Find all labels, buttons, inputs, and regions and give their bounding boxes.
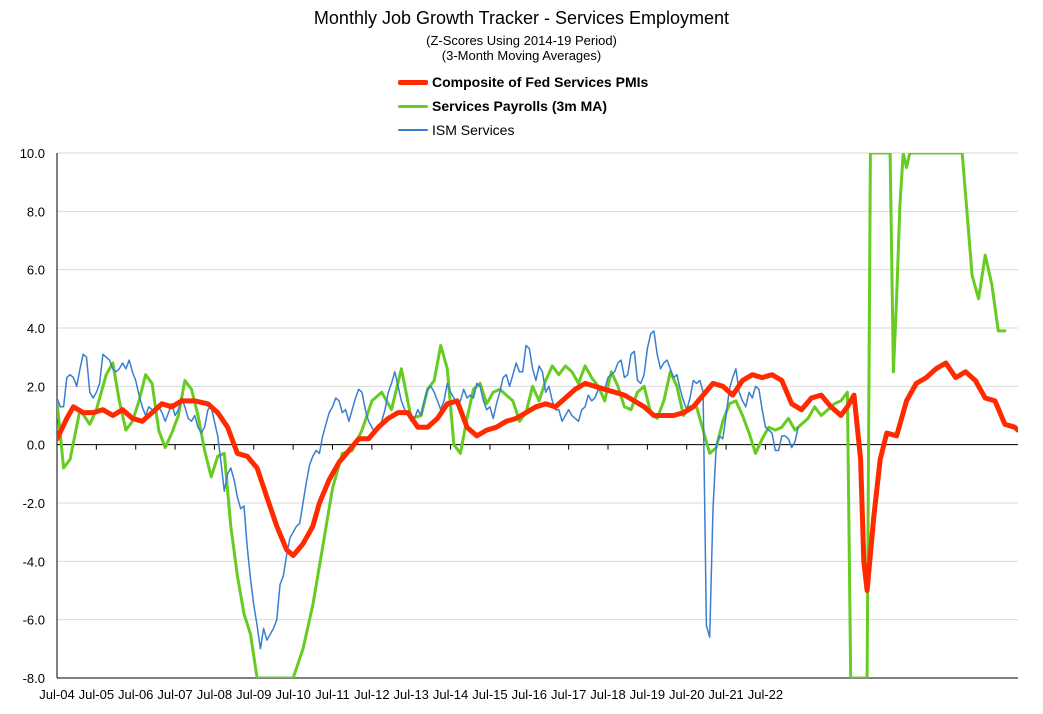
legend-swatch-blue [398,129,428,131]
x-tick-label: Jul-08 [197,687,232,702]
x-tick-label: Jul-12 [354,687,389,702]
chart-subtitle-1: (Z-Scores Using 2014-19 Period) [426,33,617,48]
x-tick-label: Jul-19 [630,687,665,702]
legend-item-fed-pmis: Composite of Fed Services PMIs [398,70,648,94]
x-tick-label: Jul-15 [472,687,507,702]
y-tick-label: -2.0 [23,496,45,511]
chart-subtitle-2: (3-Month Moving Averages) [441,48,602,63]
series-line-composite-of-fed-services-pmis [57,360,1018,593]
legend-swatch-red [398,79,428,85]
y-tick-label: 6.0 [27,263,45,278]
x-tick-label: Jul-05 [79,687,114,702]
y-tick-label: 2.0 [27,379,45,394]
x-tick-label: Jul-18 [590,687,625,702]
legend-item-services-payrolls: Services Payrolls (3m MA) [398,94,648,118]
y-tick-label: -8.0 [23,671,45,686]
legend-label: Services Payrolls (3m MA) [432,98,608,114]
x-tick-label: Jul-16 [512,687,547,702]
x-tick-label: Jul-20 [669,687,704,702]
y-tick-label: 10.0 [20,146,45,161]
series-line-services-payrolls-3m-ma [57,153,1007,678]
x-tick-label: Jul-11 [315,687,349,702]
chart-title: Monthly Job Growth Tracker - Services Em… [313,8,730,28]
x-tick-label: Jul-13 [394,687,429,702]
x-tick-label: Jul-22 [748,687,783,702]
series-line-ism-services [57,330,799,650]
x-tick-label: Jul-09 [236,687,271,702]
legend-swatch-green [398,104,428,108]
y-tick-label: 8.0 [27,204,45,219]
legend-item-ism-services: ISM Services [398,118,648,142]
y-tick-label: 4.0 [27,321,45,336]
x-tick-label: Jul-14 [433,687,468,702]
x-tick-label: Jul-17 [551,687,586,702]
y-tick-label: 0.0 [27,438,45,453]
x-tick-label: Jul-06 [118,687,153,702]
legend-label: ISM Services [432,122,515,138]
chart-legend: Composite of Fed Services PMIs Services … [398,70,648,142]
x-tick-label: Jul-04 [39,687,74,702]
x-tick-label: Jul-10 [275,687,310,702]
y-tick-label: -6.0 [23,613,45,628]
x-tick-label: Jul-21 [708,687,743,702]
x-tick-label: Jul-07 [157,687,192,702]
y-tick-label: -4.0 [23,554,45,569]
legend-label: Composite of Fed Services PMIs [432,74,649,90]
